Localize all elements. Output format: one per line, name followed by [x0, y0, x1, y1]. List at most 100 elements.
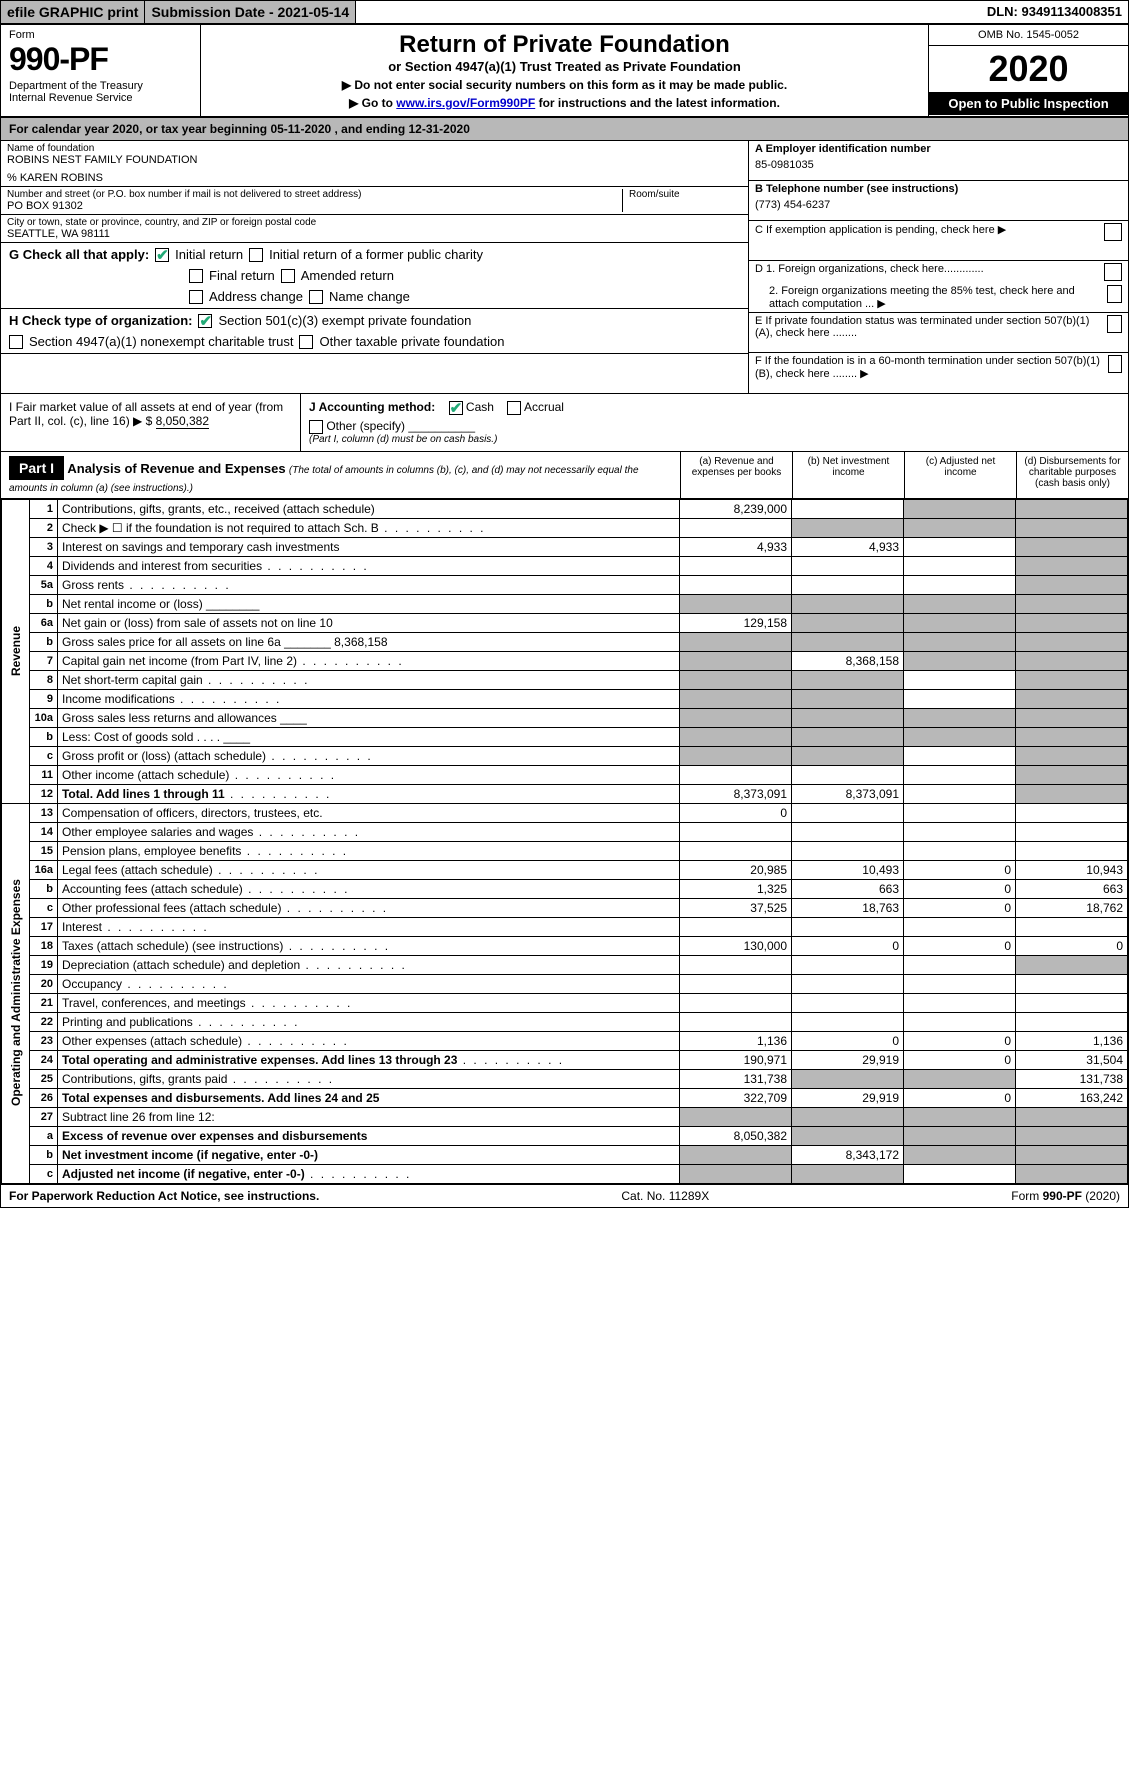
- cell-c: [904, 537, 1016, 556]
- row-number: a: [29, 1126, 57, 1145]
- final-return-checkbox[interactable]: [189, 269, 203, 283]
- cell-b: 29,919: [792, 1050, 904, 1069]
- other-taxable-checkbox[interactable]: [299, 335, 313, 349]
- row-desc: Capital gain net income (from Part IV, l…: [57, 651, 679, 670]
- dept-label: Department of the TreasuryInternal Reven…: [9, 80, 192, 104]
- cell-a: [680, 1145, 792, 1164]
- i-j-row: I Fair market value of all assets at end…: [1, 394, 1128, 452]
- table-row: 21Travel, conferences, and meetings: [2, 993, 1128, 1012]
- accrual-checkbox[interactable]: [507, 401, 521, 415]
- dln-number: DLN: 93491134008351: [981, 1, 1128, 23]
- address-change-checkbox[interactable]: [189, 290, 203, 304]
- 4947-checkbox[interactable]: [9, 335, 23, 349]
- j-accrual: Accrual: [524, 400, 564, 414]
- irs-link[interactable]: www.irs.gov/Form990PF: [396, 96, 535, 110]
- row-desc: Contributions, gifts, grants paid: [57, 1069, 679, 1088]
- row-number: 1: [29, 499, 57, 518]
- cell-a: [680, 974, 792, 993]
- cell-c: [904, 1164, 1016, 1183]
- table-row: cGross profit or (loss) (attach schedule…: [2, 746, 1128, 765]
- cell-d: [1016, 974, 1128, 993]
- table-row: bGross sales price for all assets on lin…: [2, 632, 1128, 651]
- table-row: aExcess of revenue over expenses and dis…: [2, 1126, 1128, 1145]
- table-row: 18Taxes (attach schedule) (see instructi…: [2, 936, 1128, 955]
- d2-checkbox[interactable]: [1107, 285, 1122, 303]
- row-number: 8: [29, 670, 57, 689]
- info-right: A Employer identification number 85-0981…: [748, 141, 1128, 393]
- col-d-head: (d) Disbursements for charitable purpose…: [1016, 452, 1128, 498]
- initial-return-checkbox[interactable]: [155, 248, 169, 262]
- cell-b: [792, 689, 904, 708]
- cell-a: [680, 955, 792, 974]
- row-desc: Gross profit or (loss) (attach schedule): [57, 746, 679, 765]
- header-left: Form 990-PF Department of the TreasuryIn…: [1, 25, 201, 116]
- part1-label: Part I: [9, 456, 64, 480]
- cell-b: [792, 727, 904, 746]
- amended-checkbox[interactable]: [281, 269, 295, 283]
- omb-number: OMB No. 1545-0052: [929, 25, 1128, 46]
- name-change-checkbox[interactable]: [309, 290, 323, 304]
- row-number: 22: [29, 1012, 57, 1031]
- cell-a: [680, 727, 792, 746]
- cell-b: 18,763: [792, 898, 904, 917]
- row-number: 11: [29, 765, 57, 784]
- row-desc: Gross rents: [57, 575, 679, 594]
- row-desc: Legal fees (attach schedule): [57, 860, 679, 879]
- c-checkbox[interactable]: [1104, 223, 1122, 241]
- d-cell: D 1. Foreign organizations, check here..…: [749, 261, 1128, 313]
- table-row: 8Net short-term capital gain: [2, 670, 1128, 689]
- other-checkbox[interactable]: [309, 420, 323, 434]
- cell-a: 8,050,382: [680, 1126, 792, 1145]
- header-center: Return of Private Foundation or Section …: [201, 25, 928, 116]
- cell-d: 18,762: [1016, 898, 1128, 917]
- cell-b: 29,919: [792, 1088, 904, 1107]
- form-title: Return of Private Foundation: [211, 31, 918, 59]
- row-number: 26: [29, 1088, 57, 1107]
- i-cell: I Fair market value of all assets at end…: [1, 394, 301, 451]
- table-row: 16aLegal fees (attach schedule)20,98510,…: [2, 860, 1128, 879]
- h-row: H Check type of organization: Section 50…: [1, 309, 748, 354]
- cell-b: [792, 556, 904, 575]
- h-opt1: Section 501(c)(3) exempt private foundat…: [218, 313, 471, 328]
- form-number: 990-PF: [9, 41, 192, 78]
- street-label: Number and street (or P.O. box number if…: [7, 189, 622, 200]
- row-number: 21: [29, 993, 57, 1012]
- cell-d: [1016, 993, 1128, 1012]
- row-desc: Total. Add lines 1 through 11: [57, 784, 679, 803]
- initial-former-checkbox[interactable]: [249, 248, 263, 262]
- row-desc: Other employee salaries and wages: [57, 822, 679, 841]
- street: PO BOX 91302: [7, 200, 622, 212]
- cell-b: 663: [792, 879, 904, 898]
- d1: D 1. Foreign organizations, check here..…: [755, 263, 984, 275]
- h-opt3: Other taxable private foundation: [319, 334, 504, 349]
- cell-b: [792, 518, 904, 537]
- cell-a: 190,971: [680, 1050, 792, 1069]
- ein-cell: A Employer identification number 85-0981…: [749, 141, 1128, 181]
- note2-suffix: for instructions and the latest informat…: [535, 96, 780, 110]
- cash-checkbox[interactable]: [449, 401, 463, 415]
- col-b-head: (b) Net investment income: [792, 452, 904, 498]
- col-c-head: (c) Adjusted net income: [904, 452, 1016, 498]
- row-desc: Depreciation (attach schedule) and deple…: [57, 955, 679, 974]
- table-row: 14Other employee salaries and wages: [2, 822, 1128, 841]
- g-final: Final return: [209, 268, 275, 283]
- row-number: 3: [29, 537, 57, 556]
- cell-d: [1016, 765, 1128, 784]
- row-desc: Other professional fees (attach schedule…: [57, 898, 679, 917]
- cell-b: [792, 670, 904, 689]
- c-cell: C If exemption application is pending, c…: [749, 221, 1128, 261]
- g-amended: Amended return: [301, 268, 394, 283]
- f-checkbox[interactable]: [1108, 355, 1122, 373]
- table-row: Operating and Administrative Expenses13C…: [2, 803, 1128, 822]
- 501c3-checkbox[interactable]: [198, 314, 212, 328]
- d1-checkbox[interactable]: [1104, 263, 1122, 281]
- row-number: c: [29, 898, 57, 917]
- row-desc: Other expenses (attach schedule): [57, 1031, 679, 1050]
- cell-c: [904, 1126, 1016, 1145]
- j-note: (Part I, column (d) must be on cash basi…: [309, 434, 1120, 445]
- form-header: Form 990-PF Department of the TreasuryIn…: [1, 25, 1128, 118]
- cell-d: [1016, 727, 1128, 746]
- e-checkbox[interactable]: [1107, 315, 1122, 333]
- row-desc: Other income (attach schedule): [57, 765, 679, 784]
- cell-a: [680, 689, 792, 708]
